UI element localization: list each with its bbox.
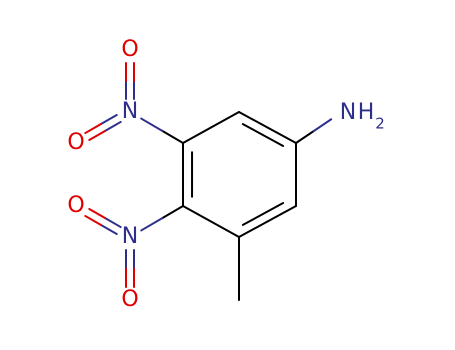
bond <box>84 214 103 226</box>
bond <box>241 202 285 226</box>
bond <box>241 123 285 147</box>
atom-label: O <box>121 287 138 312</box>
bond <box>103 217 122 229</box>
bond <box>210 220 240 238</box>
bonds <box>84 62 333 301</box>
bond <box>103 120 122 132</box>
bond <box>182 126 212 144</box>
bond <box>88 129 106 141</box>
bond <box>84 123 103 135</box>
bond <box>266 205 297 223</box>
bond <box>210 111 240 129</box>
bond <box>140 217 164 232</box>
atom-label: N <box>122 224 138 249</box>
atom-label: H <box>358 100 375 125</box>
bond <box>238 111 269 129</box>
bond <box>161 205 184 220</box>
atom-label: N <box>122 99 138 124</box>
bond <box>100 223 118 235</box>
bond <box>161 129 184 144</box>
atom-subscript: 2 <box>375 115 385 133</box>
bond <box>182 205 212 223</box>
bond <box>312 118 333 133</box>
atom-label: O <box>67 130 84 155</box>
bond <box>295 130 315 144</box>
bond <box>238 220 269 238</box>
bond <box>140 117 164 132</box>
bond <box>100 114 118 126</box>
atom-label: O <box>121 37 138 62</box>
atom-label: N <box>340 100 356 125</box>
bond <box>266 126 297 144</box>
atom-label: O <box>67 193 84 218</box>
bond <box>88 208 106 220</box>
